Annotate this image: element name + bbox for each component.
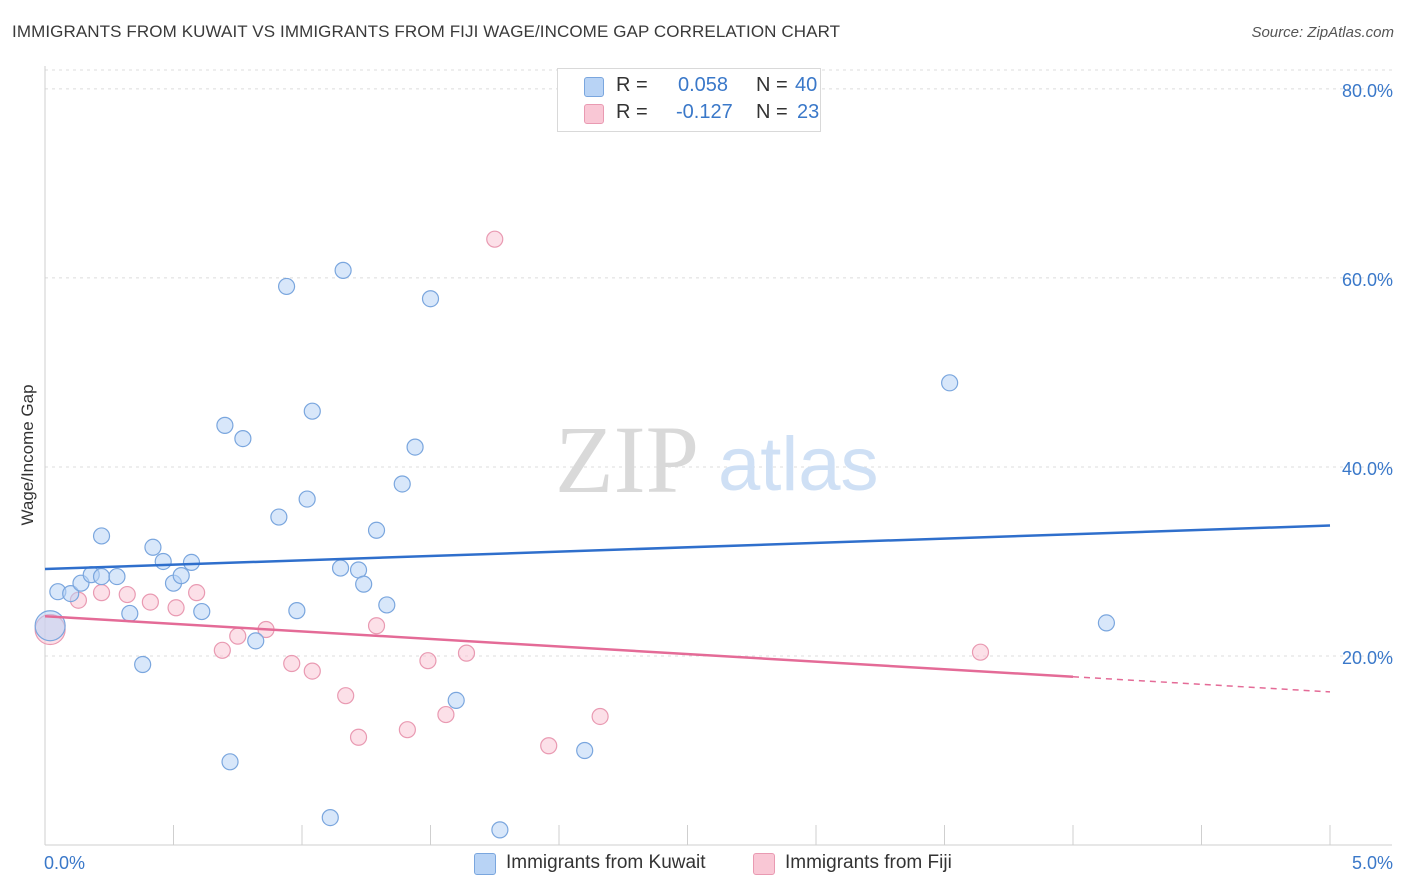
kuwait-point <box>334 261 352 279</box>
y-axis-label: Wage/Income Gap <box>18 384 37 525</box>
trend-lines <box>44 524 1331 693</box>
fiji-point <box>398 721 416 739</box>
trend-line <box>44 524 1331 571</box>
bottom-legend-label-fiji: Immigrants from Fiji <box>785 852 952 873</box>
stats-legend: R = 0.058 N = 40 R = -0.127 N = 23 <box>557 68 821 132</box>
y-tick-label: 40.0% <box>1342 459 1393 479</box>
legend-r-value: -0.127 <box>676 101 733 123</box>
kuwait-point <box>270 508 288 526</box>
kuwait-point <box>393 475 411 493</box>
kuwait-point <box>491 821 509 839</box>
fiji-point <box>419 652 437 670</box>
legend-n-label: N = <box>756 101 788 123</box>
kuwait-point <box>144 538 162 556</box>
kuwait-point <box>406 438 424 456</box>
kuwait-point <box>378 596 396 614</box>
kuwait-point <box>154 552 172 571</box>
kuwait-point <box>193 602 211 621</box>
fiji-point <box>540 737 558 755</box>
fiji-point <box>303 662 321 680</box>
fiji-point <box>591 707 609 726</box>
kuwait-point <box>92 527 111 545</box>
fiji-point <box>367 617 386 635</box>
kuwait-point <box>298 490 316 508</box>
trend-line <box>44 615 1074 679</box>
kuwait-point <box>92 567 111 586</box>
kuwait-point <box>221 753 239 771</box>
kuwait-point <box>216 416 234 434</box>
fiji-point <box>167 599 185 617</box>
fiji-point <box>971 643 990 661</box>
kuwait-point <box>277 277 296 296</box>
bottom-legend-label-kuwait: Immigrants from Kuwait <box>506 852 706 873</box>
tick-labels: 20.0% 40.0% 60.0% 80.0% 0.0% 5.0% <box>44 81 1393 873</box>
fiji-point <box>486 230 504 248</box>
legend-swatch-fiji <box>584 104 604 124</box>
kuwait-point <box>576 741 594 760</box>
fiji-point <box>92 584 111 602</box>
fiji-point <box>283 654 301 673</box>
kuwait-point <box>172 567 190 585</box>
watermark-zip: ZIP <box>555 406 699 513</box>
fiji-point <box>118 585 136 604</box>
kuwait-point <box>367 521 386 539</box>
y-tick-label: 20.0% <box>1342 648 1393 668</box>
legend-swatch-kuwait <box>584 77 604 97</box>
fiji-point <box>188 584 206 602</box>
watermark: ZIP atlas <box>555 406 879 513</box>
y-tick-label: 60.0% <box>1342 270 1393 290</box>
kuwait-point <box>941 374 959 392</box>
fiji-point <box>229 627 247 645</box>
trend-line-extrapolated <box>1072 676 1331 693</box>
kuwait-point <box>321 808 339 827</box>
kuwait-point <box>34 610 66 642</box>
legend-r-value: 0.058 <box>678 74 729 96</box>
chart-title: IMMIGRANTS FROM KUWAIT VS IMMIGRANTS FRO… <box>12 22 841 41</box>
kuwait-point <box>134 655 152 674</box>
legend-n-label: N = <box>756 74 788 96</box>
legend-r-label: R = <box>616 74 648 96</box>
axes <box>44 66 1392 846</box>
kuwait-point <box>447 691 465 709</box>
kuwait-point <box>355 575 373 593</box>
kuwait-point <box>303 402 321 420</box>
fiji-point <box>457 644 476 662</box>
kuwait-point <box>62 584 80 603</box>
kuwait-point <box>108 567 126 586</box>
kuwait-point <box>182 553 201 572</box>
kuwait-point <box>288 602 306 620</box>
source-credit: Source: ZipAtlas.com <box>1251 24 1394 41</box>
fiji-point <box>349 728 368 746</box>
grid-lines <box>45 69 1392 657</box>
legend-r-label: R = <box>616 101 648 123</box>
kuwait-point <box>1097 614 1116 632</box>
fiji-point <box>337 687 355 705</box>
fiji-point <box>437 705 455 724</box>
bottom-legend-swatch-fiji <box>753 853 775 875</box>
fiji-point <box>141 593 159 611</box>
x-tick-label: 0.0% <box>44 853 85 873</box>
legend-n-value: 23 <box>797 101 820 123</box>
kuwait-point <box>247 632 265 650</box>
bottom-legend-swatch-kuwait <box>474 853 496 875</box>
y-tick-label: 80.0% <box>1342 81 1393 101</box>
kuwait-point <box>234 429 252 448</box>
legend-n-value: 40 <box>795 74 818 96</box>
kuwait-point <box>331 559 350 577</box>
watermark-atlas: atlas <box>718 422 879 507</box>
kuwait-points <box>34 261 1116 839</box>
fiji-point <box>213 641 231 659</box>
kuwait-point <box>121 604 139 623</box>
kuwait-point <box>421 290 440 308</box>
x-tick-label: 5.0% <box>1352 853 1393 873</box>
